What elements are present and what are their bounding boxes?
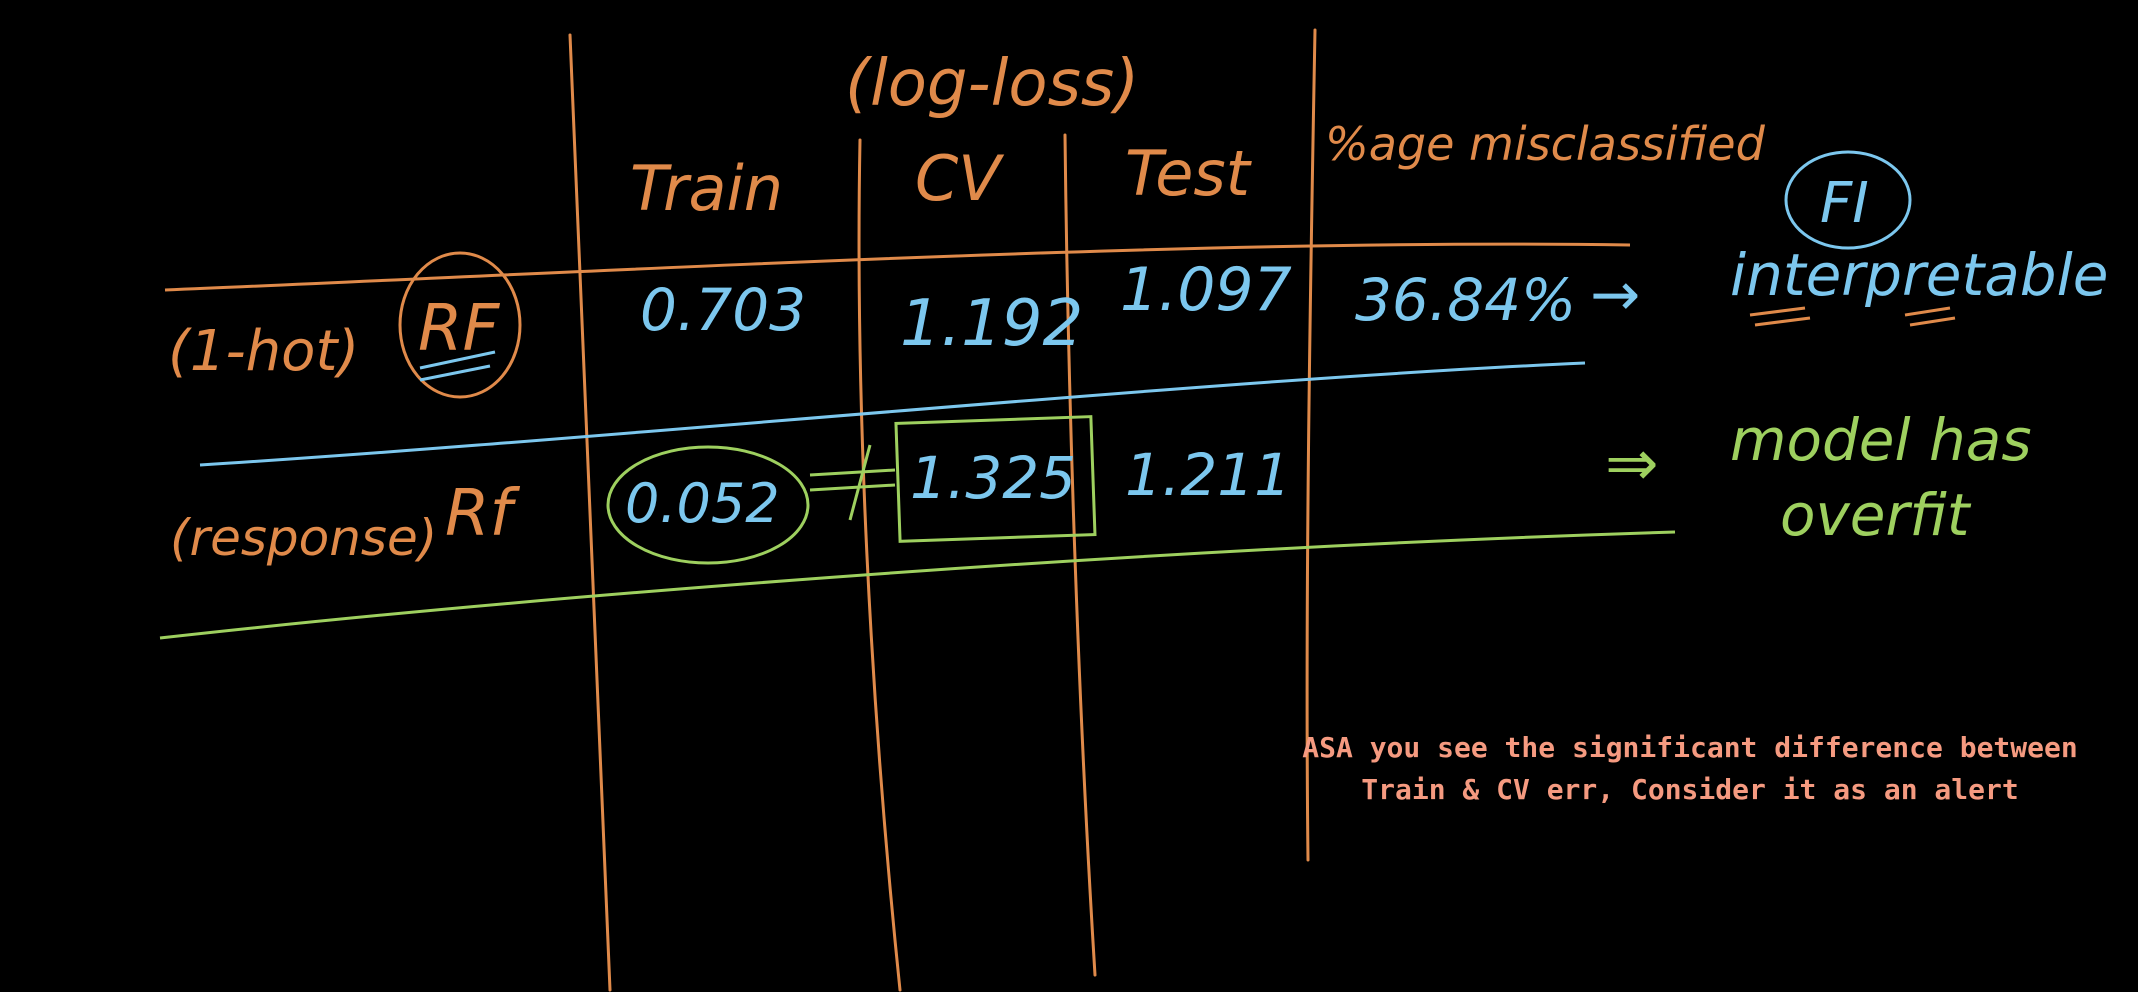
divider-1 (568, 33, 612, 992)
col-header-test: Test (1125, 137, 1253, 210)
misclassified-label: %age misclassified (1325, 117, 1766, 171)
row1-cv: 1.192 (900, 287, 1083, 361)
row1-misclassified: 36.84% (1355, 266, 1576, 334)
row1-model-circle (398, 251, 522, 399)
row-separator-blue (199, 361, 1586, 467)
divider-2 (857, 138, 902, 992)
row1-train: 0.703 (640, 276, 806, 344)
row2-model: Rf (445, 477, 520, 551)
row1-model-underline (419, 350, 496, 382)
row-separator-green (159, 530, 1676, 640)
row1-remark: interpretable (1730, 241, 2108, 309)
row1-encoding: (1-hot) (168, 319, 359, 384)
not-equal-mark (809, 444, 896, 521)
header-underline (164, 242, 1631, 292)
row1-arrow: → (1590, 260, 1640, 330)
row1-remark-underline (1749, 306, 1956, 327)
row2-encoding: (response) (170, 509, 437, 567)
fi-circle (1784, 150, 1912, 250)
row2-cv-box (894, 415, 1097, 543)
row2-train: 0.052 (625, 472, 780, 535)
row1-test: 1.097 (1120, 255, 1292, 325)
col-header-train: Train (630, 152, 783, 225)
alert-note-line2: Train & CV err, Consider it as an alert (1361, 773, 2019, 806)
row2-cv: 1.325 (910, 444, 1076, 512)
row2-test: 1.211 (1125, 441, 1291, 509)
row2-arrow: ⇒ (1605, 427, 1659, 501)
col-header-misclassified: %age misclassified (1325, 117, 1766, 171)
alert-note: ASA you see the significant difference b… (1295, 727, 2085, 811)
row2-remark-line1: model has (1730, 406, 2032, 474)
row2-remark-line2: overfit (1780, 481, 1972, 549)
divider-3 (1063, 133, 1097, 977)
divider-4 (1305, 28, 1317, 862)
row2-train-circle (606, 445, 810, 565)
alert-note-line1: ASA you see the significant difference b… (1302, 731, 2078, 764)
col-header-cv: CV (915, 142, 1005, 215)
metric-label: (log-loss) (845, 47, 1139, 121)
fi-label: FI (1820, 171, 1869, 236)
